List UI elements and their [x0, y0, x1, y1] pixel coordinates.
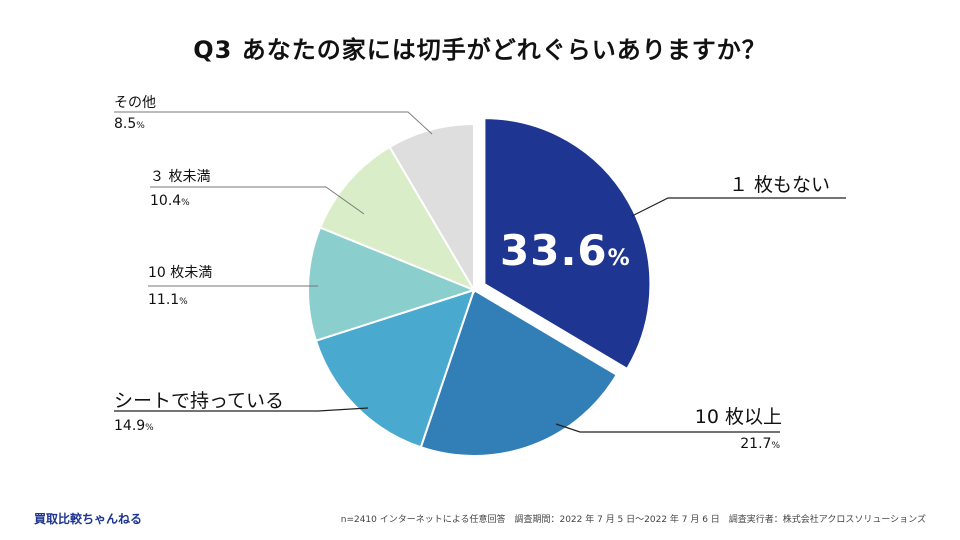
- slice-category-1: １ 枚もない: [728, 174, 830, 196]
- leader-line-3: [114, 407, 369, 412]
- slice-label-5: ３ 枚未満: [150, 166, 210, 186]
- pie-slice-2: [419, 288, 619, 457]
- pie-slices: [307, 117, 652, 457]
- chart-title: Q3 あなたの家には切手がどれぐらいありますか？: [193, 36, 767, 64]
- slice-value-number-2: 21.7: [740, 436, 772, 452]
- slice-value-number-1: 33.6: [500, 226, 608, 275]
- slice-value-unit-6: %: [136, 121, 145, 131]
- slice-value-4: 11.1%: [148, 292, 188, 308]
- slice-label-1: １ 枚もない: [729, 170, 830, 197]
- slice-value-unit-1: %: [607, 246, 631, 271]
- slice-value-2: 21.7%: [740, 436, 780, 452]
- pie-slice-3: [314, 288, 476, 449]
- slice-category-4: 10 枚未満: [148, 265, 213, 281]
- brand-name: 買取比較ちゃんねる: [34, 512, 143, 526]
- leader-line-5: [150, 186, 365, 215]
- slice-label-4: 10 枚未満: [148, 262, 212, 282]
- slice-value-unit-4: %: [179, 297, 188, 307]
- slice-value-1: 33.6%: [500, 226, 631, 275]
- slice-value-number-6: 8.5: [114, 116, 137, 132]
- slice-category-5: ３ 枚未満: [150, 169, 211, 185]
- slice-value-number-3: 14.9: [114, 418, 146, 434]
- pie-slice-1: [483, 117, 652, 371]
- pie-slice-6: [388, 122, 475, 294]
- slice-value-unit-2: %: [771, 441, 780, 451]
- leader-lines: [114, 111, 846, 433]
- slice-label-3: シートで持っている: [114, 386, 284, 413]
- leader-line-1: [631, 197, 846, 217]
- slice-value-3: 14.9%: [114, 418, 154, 434]
- leader-line-6: [114, 111, 433, 135]
- pie-slice-5: [318, 145, 477, 293]
- slice-value-number-5: 10.4: [150, 193, 182, 209]
- slice-category-6: その他: [114, 95, 156, 111]
- slice-value-unit-5: %: [181, 198, 190, 208]
- slice-category-2: 10 枚以上: [694, 406, 782, 428]
- slice-value-number-4: 11.1: [148, 292, 180, 308]
- slice-label-2: 10 枚以上: [695, 402, 782, 429]
- slice-category-3: シートで持っている: [114, 390, 285, 412]
- slice-value-unit-3: %: [145, 423, 154, 433]
- slice-value-6: 8.5%: [114, 116, 145, 132]
- slice-label-6: その他: [114, 92, 156, 112]
- pie-slice-4: [307, 226, 477, 342]
- leader-line-2: [555, 423, 780, 433]
- slice-value-5: 10.4%: [150, 193, 190, 209]
- survey-note: n=2410 インターネットによる任意回答 調査期間：2022 年 7 月 5 …: [340, 515, 926, 525]
